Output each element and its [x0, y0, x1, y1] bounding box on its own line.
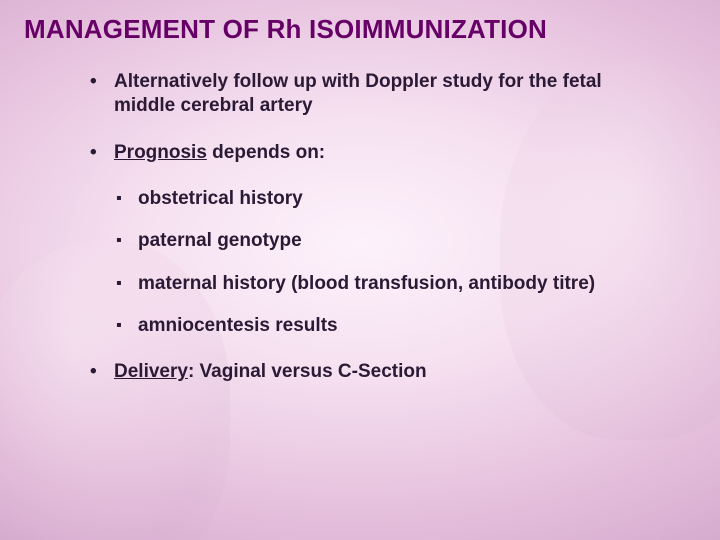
- slide-title: MANAGEMENT OF Rh ISOIMMUNIZATION: [24, 14, 696, 45]
- bullet-text-suffix: depends on:: [207, 142, 325, 163]
- slide: MANAGEMENT OF Rh ISOIMMUNIZATION Alterna…: [0, 0, 720, 540]
- sub-bullet-item: obstetrical history: [116, 187, 660, 211]
- bullet-text: Alternatively follow up with Doppler stu…: [114, 71, 602, 116]
- bullet-text-underlined: Prognosis: [114, 142, 207, 163]
- sub-bullet-item: amniocentesis results: [116, 314, 660, 338]
- slide-content: Alternatively follow up with Doppler stu…: [90, 70, 660, 407]
- bullet-item: Alternatively follow up with Doppler stu…: [90, 70, 660, 119]
- sub-bullet-text: paternal genotype: [138, 230, 302, 251]
- sub-bullet-text: amniocentesis results: [138, 315, 338, 336]
- bullet-item: Prognosis depends on:: [90, 141, 660, 165]
- sub-bullet-item: maternal history (blood transfusion, ant…: [116, 272, 660, 296]
- bullet-text-suffix: : Vaginal versus C-Section: [188, 361, 427, 382]
- sub-bullet-item: paternal genotype: [116, 229, 660, 253]
- sub-bullet-group: obstetrical history paternal genotype ma…: [90, 187, 660, 338]
- bullet-item: Delivery: Vaginal versus C-Section: [90, 360, 660, 384]
- sub-bullet-text: maternal history (blood transfusion, ant…: [138, 273, 595, 294]
- bullet-text-underlined: Delivery: [114, 361, 188, 382]
- sub-bullet-text: obstetrical history: [138, 188, 303, 209]
